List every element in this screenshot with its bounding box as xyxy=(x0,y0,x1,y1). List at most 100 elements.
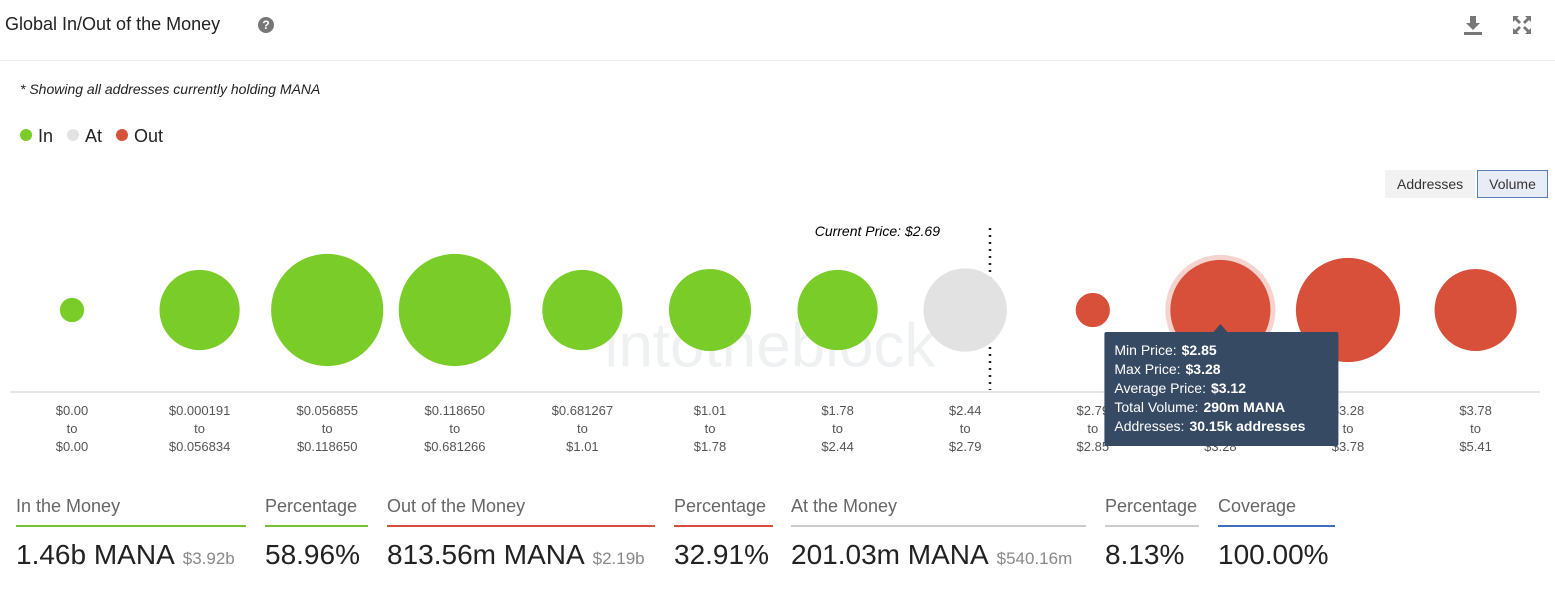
summary-title: At the Money xyxy=(791,496,1086,527)
range-from: $1.78 xyxy=(821,403,854,418)
summary-value-row: 8.13% xyxy=(1105,539,1199,571)
summary-value-row: 1.46b MANA $3.92b xyxy=(16,539,246,571)
bubble xyxy=(542,269,623,351)
range-separator: to xyxy=(1087,421,1098,436)
range-from: $1.01 xyxy=(694,403,727,418)
legend: In At Out xyxy=(20,126,163,147)
range-from: $0.000191 xyxy=(169,403,230,418)
summary-title: Percentage xyxy=(674,496,773,527)
summary-value-row: 813.56m MANA $2.19b xyxy=(387,539,655,571)
range-separator: to xyxy=(1470,421,1481,436)
range-to: $3.78 xyxy=(1332,439,1365,454)
summary-title: Coverage xyxy=(1218,496,1335,527)
bubble xyxy=(1434,268,1517,352)
summary-sub: $540.16m xyxy=(996,549,1073,568)
chart: intotheblock Current Price: $2.69 $0.00 to… xyxy=(10,223,1540,454)
range-separator: to xyxy=(322,421,333,436)
legend-label: At xyxy=(85,126,103,146)
summary-card: Coverage 100.00% xyxy=(1218,496,1335,571)
tooltip-value: $3.28 xyxy=(1186,361,1221,377)
summary-value: 58.96% xyxy=(265,539,360,570)
bubble xyxy=(271,253,384,367)
summary-value: 1.46b MANA xyxy=(16,539,175,570)
tooltip-row: Addresses: 30.15k addresses xyxy=(1114,418,1305,434)
summary-card: Percentage 58.96% xyxy=(265,496,368,571)
summary-value: 8.13% xyxy=(1105,539,1185,570)
legend-item: In xyxy=(20,126,53,147)
toggle: Addresses Volume xyxy=(1385,170,1548,198)
tooltip-value: $2.85 xyxy=(1182,342,1217,358)
summary-card: Out of the Money 813.56m MANA $2.19b xyxy=(387,496,655,571)
range-from: $2.44 xyxy=(949,403,982,418)
range-to: $2.79 xyxy=(949,439,982,454)
toggle-button[interactable]: Addresses xyxy=(1385,170,1476,198)
range-separator: to xyxy=(577,421,588,436)
summary-value: 813.56m MANA xyxy=(387,539,585,570)
range-separator: to xyxy=(1343,421,1354,436)
tooltip-row: Max Price: $3.28 xyxy=(1114,361,1220,377)
tooltip-label: Addresses: xyxy=(1114,418,1184,434)
summary-card: In the Money 1.46b MANA $3.92b xyxy=(16,496,246,571)
tooltip-row: Total Volume: 290m MANA xyxy=(1114,399,1285,415)
range-separator: to xyxy=(832,421,843,436)
summary-value-row: 201.03m MANA $540.16m xyxy=(791,539,1086,571)
range-separator: to xyxy=(449,421,460,436)
legend-swatch xyxy=(116,129,129,141)
range-from: $0.118650 xyxy=(425,403,486,418)
summary-sub: $3.92b xyxy=(182,549,235,568)
summary-sub: $2.19b xyxy=(592,549,645,568)
bubble xyxy=(59,297,85,323)
legend-label: Out xyxy=(134,126,164,146)
watermark: intotheblock xyxy=(605,311,937,380)
range-from: $0.00 xyxy=(56,403,89,418)
tooltip-box xyxy=(1104,332,1339,446)
summary-title: Percentage xyxy=(265,496,368,527)
note: * Showing all addresses currently holdin… xyxy=(20,81,321,97)
range-separator: to xyxy=(67,421,78,436)
summary-title: In the Money xyxy=(16,496,246,527)
range-separator: to xyxy=(705,421,716,436)
bubble xyxy=(923,268,1007,352)
summary-value-row: 100.00% xyxy=(1218,539,1335,571)
tooltip-row: Average Price: $3.12 xyxy=(1114,380,1246,396)
range-to: $2.85 xyxy=(1077,439,1110,454)
summary-value-row: 58.96% xyxy=(265,539,368,571)
summary-title: Percentage xyxy=(1105,496,1199,527)
legend-swatch xyxy=(67,129,80,141)
summary-value: 100.00% xyxy=(1218,539,1329,570)
range-to: $1.01 xyxy=(566,439,599,454)
summary-card: Percentage 32.91% xyxy=(674,496,773,571)
summary-value-row: 32.91% xyxy=(674,539,773,571)
fullscreen-icon[interactable] xyxy=(1512,15,1532,35)
toggle-button[interactable]: Volume xyxy=(1477,170,1548,198)
legend-item: Out xyxy=(116,126,163,147)
legend-item: At xyxy=(67,126,102,147)
summary-value: 32.91% xyxy=(674,539,769,570)
range-to: $0.118650 xyxy=(297,439,358,454)
tooltip-value: 290m MANA xyxy=(1203,399,1285,415)
tooltip-label: Average Price: xyxy=(1114,380,1206,396)
legend-label: In xyxy=(38,126,54,146)
bubble xyxy=(668,268,752,352)
tooltip-value: $3.12 xyxy=(1211,380,1246,396)
range-from: $2.79 xyxy=(1077,403,1110,418)
range-to: $2.44 xyxy=(821,439,854,454)
range-from: $0.681267 xyxy=(552,403,613,418)
tooltip-label: Min Price: xyxy=(1114,342,1176,358)
bubble xyxy=(1075,292,1110,328)
summary-title: Out of the Money xyxy=(387,496,655,527)
range-to: $5.41 xyxy=(1459,439,1492,454)
legend-swatch xyxy=(20,129,32,141)
summary-value: 201.03m MANA xyxy=(791,539,989,570)
download-icon[interactable] xyxy=(1462,14,1484,36)
bubble xyxy=(159,269,240,351)
range-to: $0.056834 xyxy=(169,439,230,454)
summary-card: Percentage 8.13% xyxy=(1105,496,1199,571)
bubble xyxy=(398,253,511,367)
help-icon[interactable]: ? xyxy=(258,17,274,33)
range-from: $0.056855 xyxy=(296,403,357,418)
range-separator: to xyxy=(960,421,971,436)
tooltip-pointer xyxy=(1213,324,1228,332)
range-from: $3.28 xyxy=(1332,403,1365,418)
